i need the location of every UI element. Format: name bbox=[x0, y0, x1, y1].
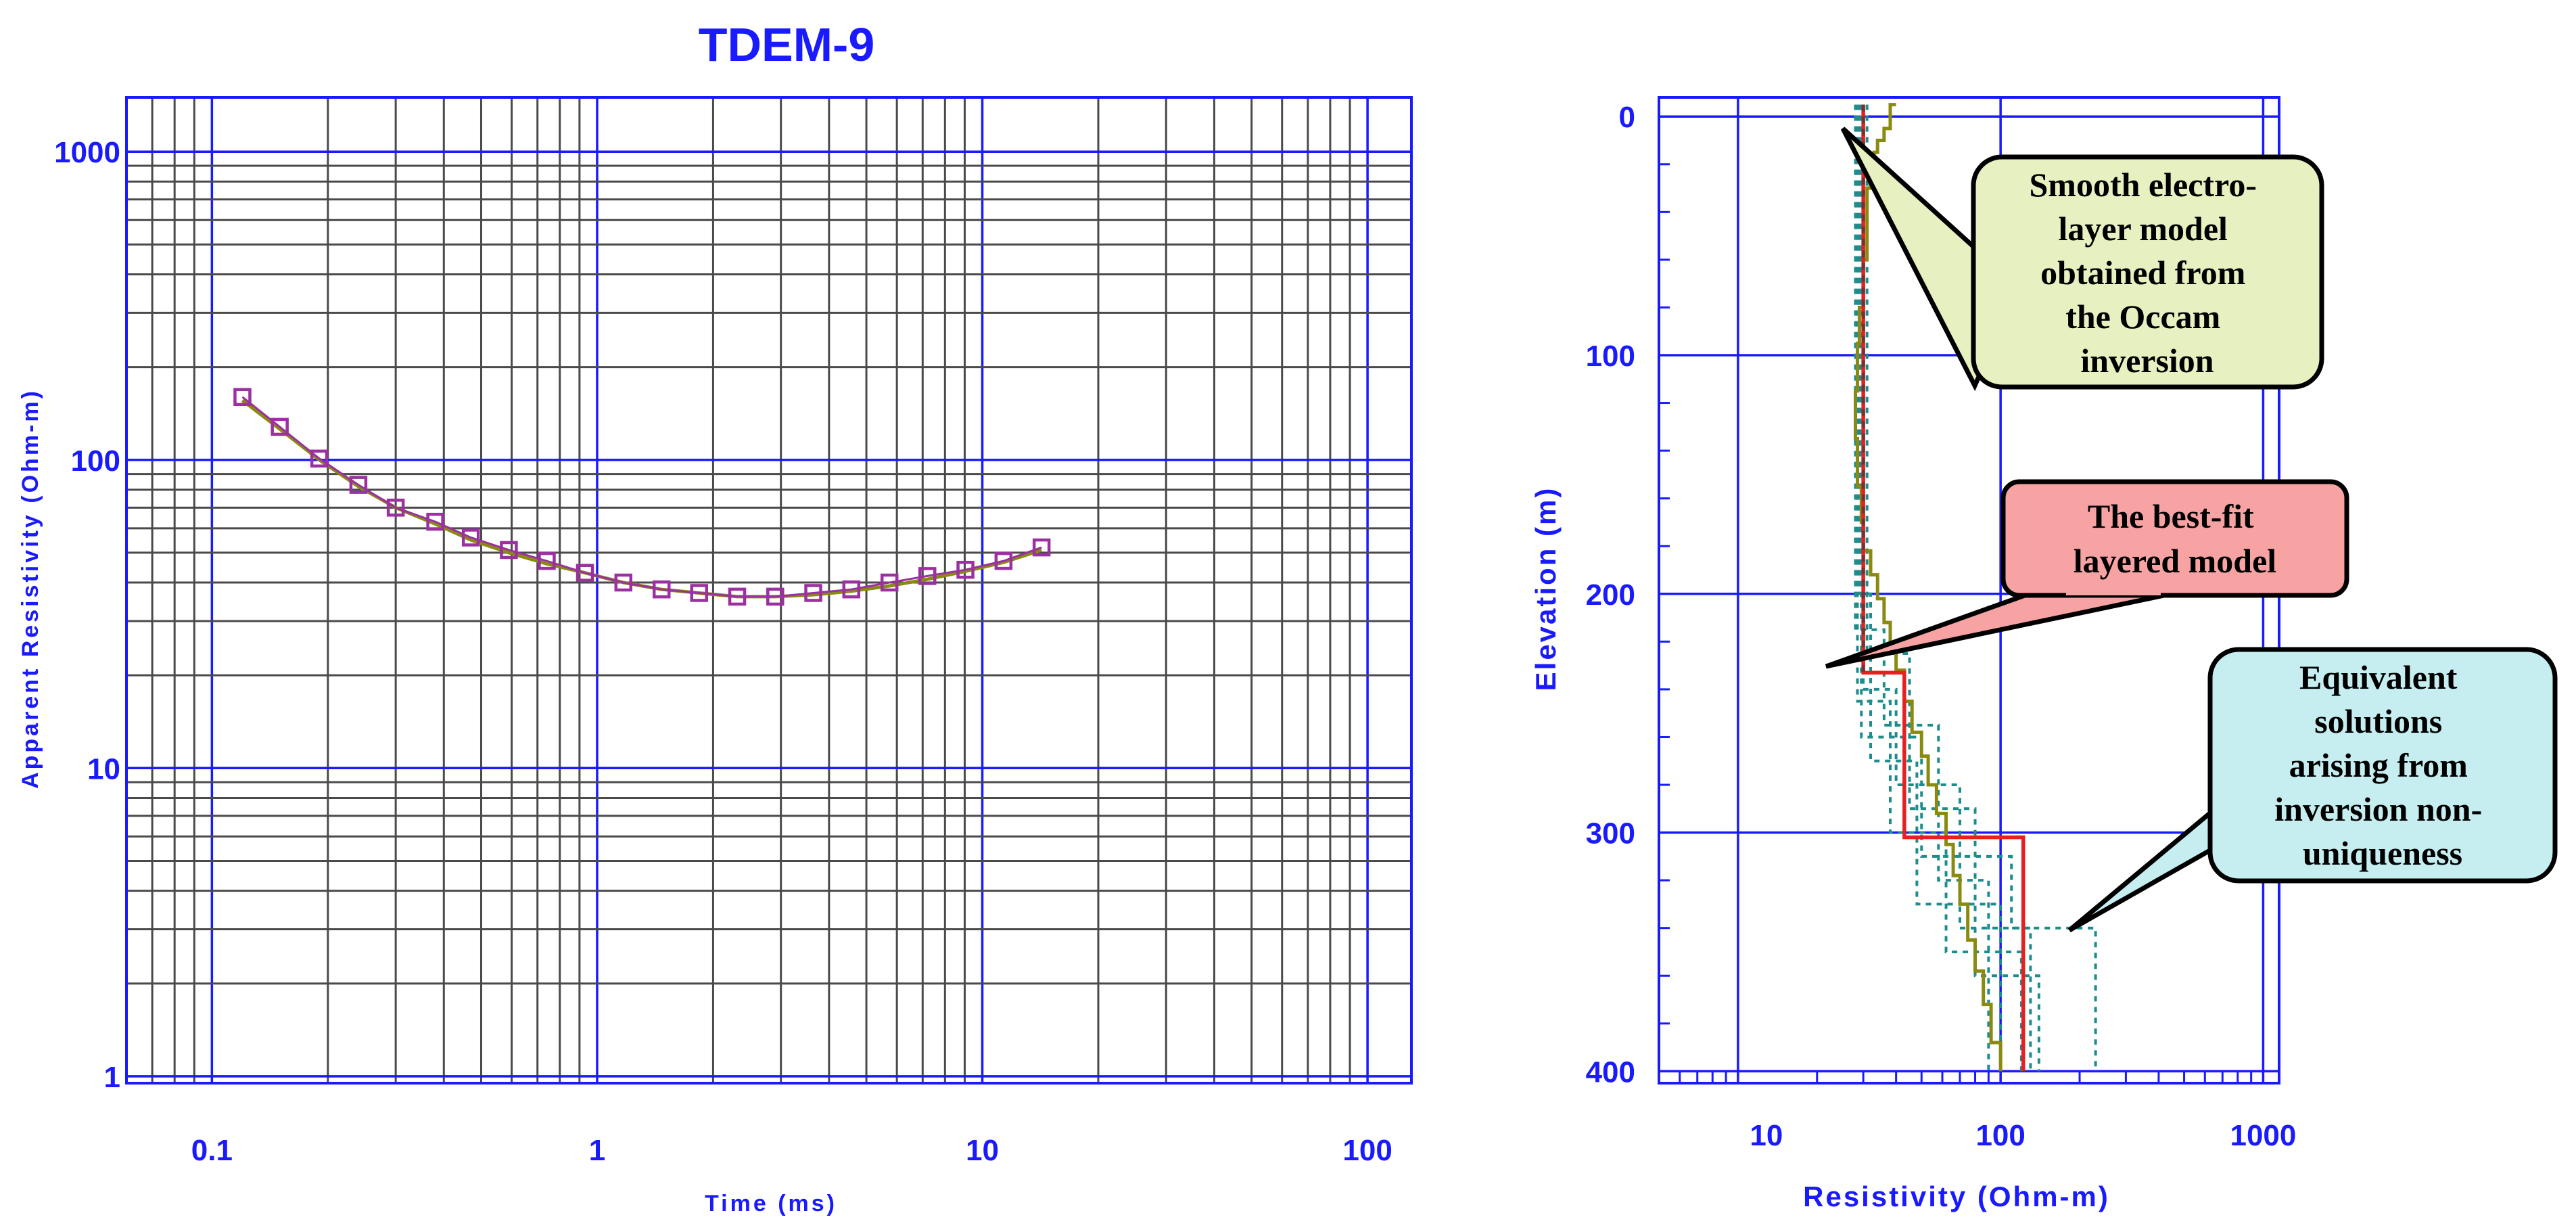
left-grid bbox=[125, 97, 1411, 1083]
right-tick-labels: 10 100 1000 0 100 200 300 400 bbox=[1586, 101, 2297, 1152]
y-axis-title-right: Elevation (m) bbox=[1530, 486, 1562, 691]
apparent-resistivity-chart: TDEM-9 0.1 1 10 100 1000 100 10 1 Time (ms) App… bbox=[18, 18, 1413, 1216]
observed-point bbox=[426, 512, 444, 531]
left-tick-labels: 0.1 1 10 100 1000 100 10 1 bbox=[54, 136, 1392, 1167]
callout-equivalent-box bbox=[2207, 647, 2558, 884]
right-y-tick-label: 100 bbox=[1586, 340, 1635, 373]
left-x-tick-label: 100 bbox=[1342, 1134, 1392, 1167]
observed-point bbox=[349, 476, 368, 494]
callout-equivalent-line: arising from bbox=[2289, 746, 2468, 784]
right-y-tick-label: 0 bbox=[1619, 101, 1635, 134]
observed-point bbox=[310, 449, 329, 468]
observed-point bbox=[804, 584, 822, 602]
observed-point bbox=[386, 499, 405, 517]
y-axis-title-left: Apparent Resistivity (Ohm-m) bbox=[18, 388, 43, 789]
observed-line bbox=[241, 396, 1042, 598]
observed-point bbox=[690, 584, 709, 602]
observed-point bbox=[271, 417, 289, 436]
observed-point bbox=[880, 573, 899, 592]
callout-bestfit-model: The best-fit layered model bbox=[1825, 479, 2349, 669]
callouts: Smooth electro- layer model obtained fro… bbox=[1825, 127, 2558, 933]
smooth-model-line bbox=[1854, 103, 2003, 1072]
equivalent-solution-line bbox=[1856, 104, 2023, 1072]
callout-smooth-box bbox=[1971, 154, 2324, 390]
observed-point bbox=[538, 551, 556, 570]
callout-smooth-text: Smooth electro- layer model obtained fro… bbox=[2030, 166, 2266, 380]
right-x-tick-label: 100 bbox=[1975, 1119, 2025, 1152]
observed-point bbox=[766, 587, 784, 606]
callout-bestfit-line: The best-fit bbox=[2088, 497, 2254, 535]
callout-smooth-line: the Occam bbox=[2065, 298, 2220, 336]
observed-point bbox=[728, 587, 747, 606]
observed-point bbox=[576, 564, 594, 582]
left-y-tick-label: 1000 bbox=[54, 136, 120, 169]
observed-point bbox=[842, 580, 861, 599]
observed-point bbox=[918, 567, 937, 585]
callout-bestfit-text: The best-fit layered model bbox=[2074, 497, 2277, 580]
observed-point bbox=[461, 528, 480, 547]
left-x-tick-label: 10 bbox=[966, 1134, 999, 1167]
callout-smooth-line: obtained from bbox=[2040, 254, 2245, 292]
observed-point bbox=[994, 551, 1013, 570]
observed-point bbox=[1032, 538, 1051, 557]
callout-equivalent-line: inversion non- bbox=[2274, 790, 2482, 828]
left-y-tick-label: 10 bbox=[87, 752, 120, 785]
right-x-tick-label: 1000 bbox=[2230, 1119, 2296, 1152]
right-y-tick-label: 200 bbox=[1586, 578, 1635, 612]
observed-point bbox=[233, 388, 252, 407]
callout-bestfit-line: layered model bbox=[2074, 542, 2277, 580]
observed-point bbox=[652, 580, 671, 599]
callout-smooth-model: Smooth electro- layer model obtained fro… bbox=[1840, 127, 2324, 392]
callout-smooth-line: Smooth electro- bbox=[2030, 166, 2257, 204]
equivalent-solution-line bbox=[1860, 104, 2097, 1072]
callout-equivalent-solutions: Equivalent solutions arising from invers… bbox=[2067, 647, 2558, 933]
left-y-tick-label: 100 bbox=[71, 444, 120, 478]
observed-point bbox=[500, 541, 518, 560]
callout-equivalent-line: uniqueness bbox=[2303, 834, 2462, 872]
callout-bestfit-box bbox=[2000, 479, 2349, 598]
callout-smooth-line: layer model bbox=[2059, 210, 2228, 248]
left-x-tick-label: 0.1 bbox=[191, 1134, 233, 1167]
left-x-tick-label: 1 bbox=[589, 1134, 605, 1167]
best-fit-model-line bbox=[1861, 104, 2025, 1072]
right-y-tick-label: 400 bbox=[1586, 1055, 1635, 1089]
chart-title: TDEM-9 bbox=[699, 18, 875, 71]
callout-equivalent-text: Equivalent solutions arising from invers… bbox=[2274, 658, 2491, 872]
callout-equivalent-line: solutions bbox=[2314, 702, 2442, 740]
left-data-series bbox=[233, 388, 1051, 606]
equivalent-solution-line bbox=[1862, 104, 2032, 1072]
left-y-tick-label: 1 bbox=[104, 1061, 120, 1094]
callout-equivalent-line: Equivalent bbox=[2299, 658, 2458, 696]
x-axis-title-right: Resistivity (Ohm-m) bbox=[1803, 1181, 2110, 1212]
callout-smooth-line: inversion bbox=[2080, 342, 2214, 380]
observed-point bbox=[956, 560, 975, 579]
right-model-series bbox=[1854, 103, 2097, 1072]
observed-point bbox=[614, 573, 633, 592]
x-axis-title-left: Time (ms) bbox=[705, 1191, 837, 1216]
right-y-tick-label: 300 bbox=[1586, 817, 1635, 850]
left-plot-frame bbox=[125, 96, 1413, 1085]
right-x-tick-label: 10 bbox=[1750, 1119, 1783, 1152]
